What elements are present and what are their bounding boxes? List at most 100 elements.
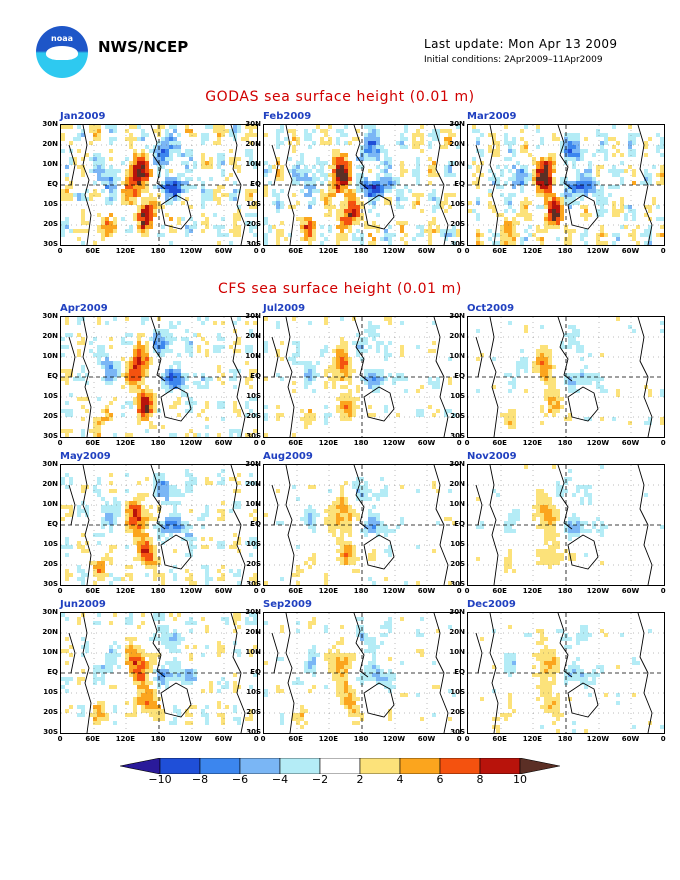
ssh-map [264,125,460,245]
panel-label: Jul2009 [263,303,306,314]
lon-tick-label: 120W [586,587,610,595]
lat-tick-label: 10S [246,540,261,548]
lat-tick-label: 20N [449,480,465,488]
lon-tick-label: 0 [660,247,666,255]
lat-tick-label: 10N [449,352,465,360]
map-panel [263,316,461,438]
lon-tick-label: 0 [57,735,63,743]
lat-tick-label: EQ [454,668,465,676]
lat-tick-label: 20S [246,412,261,420]
lon-tick-label: 180 [150,247,166,255]
lon-tick-label: 60W [417,735,436,743]
lat-tick-label: 10S [450,200,465,208]
org-name: NWS/NCEP [98,38,189,56]
lat-tick-label: EQ [47,520,58,528]
panel-label: Jun2009 [60,599,106,610]
lat-tick-label: 30S [450,240,465,248]
lon-tick-label: 0 [57,439,63,447]
lat-tick-label: 20S [43,220,58,228]
ssh-map [61,613,257,733]
lon-tick-label: 60E [85,587,100,595]
lon-tick-label: 120E [318,587,339,595]
lon-tick-label: 120E [318,247,339,255]
lon-tick-label: 180 [557,439,573,447]
lat-tick-label: 20S [450,708,465,716]
lat-tick-label: 20S [43,412,58,420]
cfs-title: CFS sea surface height (0.01 m) [218,281,462,297]
ssh-map [468,317,664,437]
lon-tick-label: 0 [253,735,259,743]
lon-tick-label: 120W [382,587,406,595]
lat-tick-label: 30S [450,728,465,736]
lat-tick-label: 20N [42,332,58,340]
lat-tick-label: 20S [246,560,261,568]
lon-tick-label: 0 [464,587,470,595]
ssh-map [61,465,257,585]
lat-tick-label: 10N [449,648,465,656]
lon-tick-label: 0 [253,247,259,255]
colorbar-swatch [479,758,521,774]
lat-tick-label: 20N [42,140,58,148]
lon-tick-label: 180 [353,439,369,447]
lat-tick-label: 10N [449,500,465,508]
lon-tick-label: 60E [85,735,100,743]
lon-tick-label: 0 [260,247,266,255]
lat-tick-label: 20N [42,628,58,636]
map-panel [467,316,665,438]
lon-tick-label: 120E [115,587,136,595]
lat-tick-label: 20S [43,560,58,568]
lat-tick-label: 20N [245,332,261,340]
lon-tick-label: 120E [522,587,543,595]
ssh-map [264,613,460,733]
lon-tick-label: 0 [253,439,259,447]
colorbar-label: −2 [311,773,329,786]
lon-tick-label: 60E [492,735,507,743]
panel-label: Mar2009 [467,111,517,122]
lat-tick-label: 30S [246,432,261,440]
lon-tick-label: 180 [353,247,369,255]
lat-tick-label: 20S [450,412,465,420]
lat-tick-label: EQ [454,180,465,188]
lon-tick-label: 0 [464,735,470,743]
lat-tick-label: 20S [246,708,261,716]
map-panel [467,124,665,246]
lon-tick-label: 0 [464,439,470,447]
lon-tick-label: 120E [115,439,136,447]
lon-tick-label: 60E [288,587,303,595]
lat-tick-label: 10S [246,392,261,400]
lon-tick-label: 60E [492,439,507,447]
colorbar-swatch [439,758,481,774]
panel-label: Jan2009 [60,111,106,122]
map-panel [60,612,258,734]
lon-tick-label: 60W [621,247,640,255]
ssh-map [264,317,460,437]
colorbar-label: −10 [148,773,172,786]
lon-tick-label: 0 [57,247,63,255]
lon-tick-label: 180 [353,735,369,743]
panel-label: Nov2009 [467,451,517,462]
colorbar-label: −4 [271,773,289,786]
lon-tick-label: 120W [179,439,203,447]
lon-tick-label: 180 [150,735,166,743]
lon-tick-label: 120W [586,439,610,447]
colorbar [120,758,560,774]
colorbar-label: −8 [191,773,209,786]
last-update: Last update: Mon Apr 13 2009 [424,37,618,51]
lon-tick-label: 0 [456,439,462,447]
lon-tick-label: 60W [417,587,436,595]
lat-tick-label: 10S [43,392,58,400]
lon-tick-label: 60E [288,247,303,255]
lon-tick-label: 60W [214,735,233,743]
lat-tick-label: 10S [43,688,58,696]
initial-conditions: Initial conditions: 2Apr2009–11Apr2009 [424,55,603,65]
lon-tick-label: 0 [660,735,666,743]
map-panel [263,124,461,246]
lat-tick-label: 20N [449,332,465,340]
lat-tick-label: 10S [450,688,465,696]
lat-tick-label: EQ [250,668,261,676]
lon-tick-label: 60W [214,247,233,255]
lon-tick-label: 60E [288,439,303,447]
lat-tick-label: 20N [42,480,58,488]
lat-tick-label: 10N [449,160,465,168]
lon-tick-label: 0 [260,587,266,595]
